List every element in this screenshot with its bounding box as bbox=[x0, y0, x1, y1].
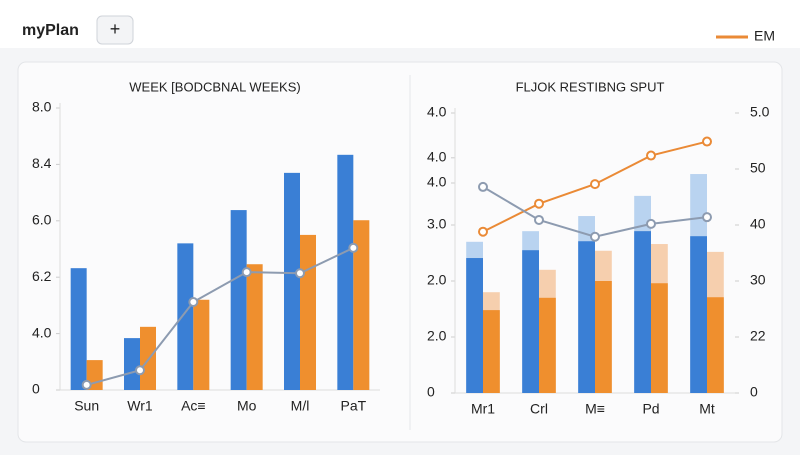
bar bbox=[690, 236, 707, 393]
y2-tick-label: 40 bbox=[750, 216, 766, 232]
line-point bbox=[702, 136, 712, 147]
y-tick-label: 0 bbox=[427, 384, 435, 400]
line-point bbox=[478, 181, 488, 192]
line-point bbox=[590, 179, 600, 190]
line-point bbox=[534, 214, 544, 225]
y-tick-label: 4.0 bbox=[427, 174, 447, 190]
x-tick-label: PaT bbox=[340, 398, 366, 414]
bar bbox=[246, 264, 263, 390]
x-tick-label: Pd bbox=[642, 401, 659, 417]
bar bbox=[595, 281, 612, 393]
chart-title: WEEK [BODCBNAL WEEKS) bbox=[129, 79, 300, 94]
y-tick-label: 6.2 bbox=[32, 268, 52, 284]
bar bbox=[193, 299, 210, 390]
y-tick-label: 0 bbox=[32, 381, 40, 397]
bar bbox=[70, 268, 87, 390]
add-button[interactable] bbox=[96, 15, 134, 45]
bar bbox=[483, 310, 500, 393]
line-point bbox=[348, 242, 359, 253]
bar bbox=[578, 241, 595, 393]
x-tick-label: Mr1 bbox=[471, 401, 495, 417]
x-tick-label: M/l bbox=[291, 398, 310, 414]
line-point bbox=[534, 198, 544, 209]
x-tick-label: M≡ bbox=[585, 401, 605, 417]
bar bbox=[177, 243, 194, 390]
y-tick-label: 4.0 bbox=[427, 149, 447, 165]
bar bbox=[300, 234, 316, 390]
bar bbox=[634, 231, 651, 393]
y2-tick-label: 5.0 bbox=[750, 104, 770, 120]
x-tick-label: Crl bbox=[530, 401, 548, 417]
bar bbox=[651, 283, 668, 393]
y-tick-label: 2.0 bbox=[427, 272, 447, 288]
line-point bbox=[702, 212, 712, 223]
line-point bbox=[188, 297, 199, 308]
bar bbox=[466, 258, 483, 393]
y-tick-label: 6.0 bbox=[32, 212, 52, 228]
chart-title: FLJOK RESTIBNG SPUT bbox=[516, 79, 665, 94]
line-point bbox=[295, 268, 305, 279]
y2-tick-label: 0 bbox=[750, 384, 758, 400]
bar bbox=[284, 172, 300, 390]
y-tick-label: 4.0 bbox=[32, 324, 52, 340]
bar bbox=[539, 297, 556, 393]
line-series bbox=[86, 246, 354, 386]
add-button-label[interactable]: + bbox=[110, 19, 121, 39]
y-tick-label: 8.0 bbox=[32, 99, 52, 115]
line-point bbox=[590, 231, 600, 242]
y-tick-label: 2.0 bbox=[427, 328, 447, 344]
bar bbox=[230, 210, 247, 390]
bar bbox=[707, 297, 724, 393]
x-tick-label: Wr1 bbox=[127, 398, 153, 414]
app-title: myPlan bbox=[22, 22, 79, 39]
x-tick-label: Sun bbox=[74, 398, 99, 414]
y2-tick-label: 50 bbox=[750, 160, 766, 176]
y-tick-label: 8.4 bbox=[32, 155, 52, 171]
line-point bbox=[478, 226, 488, 237]
x-tick-label: Ac≡ bbox=[181, 398, 206, 414]
bar bbox=[522, 250, 539, 393]
y-tick-label: 3.0 bbox=[427, 216, 447, 232]
bar bbox=[353, 220, 370, 390]
bar bbox=[337, 154, 354, 390]
line-point bbox=[646, 150, 656, 161]
y2-tick-label: 22 bbox=[750, 328, 766, 344]
line-point bbox=[135, 365, 145, 376]
x-tick-label: Mo bbox=[237, 398, 257, 414]
legend-label: EM bbox=[754, 28, 775, 44]
bar bbox=[124, 338, 140, 390]
y-tick-label: 4.0 bbox=[427, 104, 447, 120]
line-point bbox=[646, 218, 656, 229]
line-point bbox=[81, 379, 92, 390]
x-tick-label: Mt bbox=[699, 401, 715, 417]
y2-tick-label: 30 bbox=[750, 272, 766, 288]
line-point bbox=[241, 267, 252, 278]
